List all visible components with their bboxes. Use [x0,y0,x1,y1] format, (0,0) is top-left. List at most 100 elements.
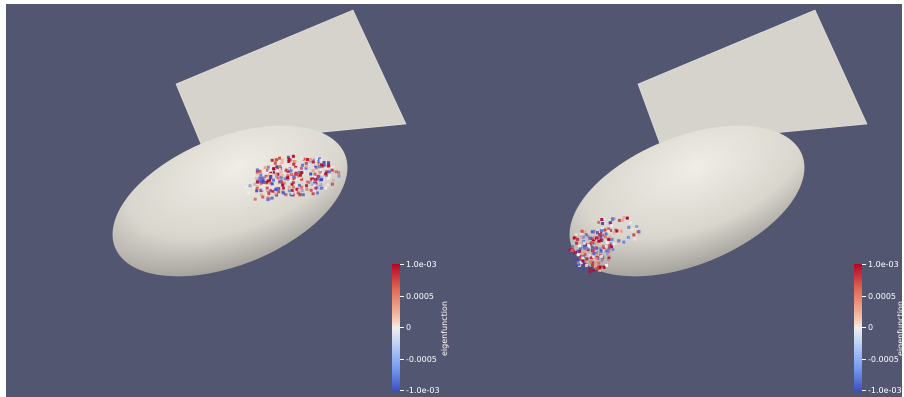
speckle [280,162,284,165]
speckle [588,270,592,274]
speckle [575,241,579,245]
speckle [306,180,310,184]
speckle [334,170,338,174]
speckle [291,154,295,158]
speckle [261,179,265,183]
speckle [617,239,621,243]
speckle [259,193,263,197]
speckle [247,191,251,195]
speckle [272,178,275,182]
speckle [253,182,257,186]
speckle [248,184,252,188]
speckle [582,254,586,258]
speckle [609,221,613,225]
speckle [596,231,599,234]
speckle [332,170,336,174]
speckle [282,166,285,170]
speckle [595,236,599,240]
speckle [331,178,335,182]
speckle [595,266,598,270]
speckle [327,170,331,174]
speckle [312,175,316,179]
speckle [298,183,301,187]
speckle [261,195,265,199]
speckle [280,158,284,162]
speckle [286,178,290,182]
speckle [314,159,318,163]
speckle [311,192,315,196]
speckle [604,232,608,236]
speckle [313,183,317,187]
speckle [584,233,588,237]
speckle [602,258,606,262]
speckle [580,229,584,233]
speckle [607,257,611,261]
speckle [608,236,612,239]
speckle [576,261,580,265]
speckle [289,158,293,162]
speckle [607,227,611,231]
speckle [330,182,334,186]
speckle [576,237,579,241]
speckle [587,245,591,249]
render-view-right[interactable]: 1.0e-03 0.0005 0 -0.0005 -1.0e-03 eigenf… [455,4,902,397]
speckle [583,262,587,266]
speckle [267,192,271,196]
speckle [269,174,273,178]
speckle [287,155,290,159]
speckle [280,163,284,167]
speckle [266,179,270,183]
eigenfunction-speckle-left [244,154,341,202]
speckle [309,181,313,185]
tick-zero: 0 [400,324,411,332]
speckle [635,225,639,228]
eigenfunction-speckle-right [568,216,641,274]
speckle [337,174,341,178]
speckle [263,166,267,170]
speckle [585,257,589,261]
speckle [304,165,308,169]
speckle [278,180,282,184]
speckle [302,171,306,175]
speckle [290,193,294,197]
speckle [637,230,641,234]
speckle [602,217,606,221]
speckle [604,235,608,239]
speckle [595,252,599,256]
speckle [262,176,266,180]
speckle [287,160,291,163]
speckle [296,191,300,195]
colorbar-left [392,264,400,392]
speckle [579,261,583,264]
speckle [262,180,266,184]
speckle [294,183,298,187]
speckle [282,181,286,185]
speckle [290,191,294,195]
speckle [266,198,270,202]
speckle [578,244,581,248]
speckle [276,172,280,176]
speckle [590,241,594,245]
speckle [311,169,315,173]
speckle [275,165,279,169]
speckle [299,166,303,170]
speckle [615,229,619,233]
speckle [285,164,289,168]
speckle [576,253,580,257]
speckle [607,246,611,250]
speckle [602,266,606,269]
speckle [268,176,272,180]
render-view-left[interactable]: 1.0e-03 0.0005 0 -0.0005 -1.0e-03 eigenf… [6,4,455,397]
speckle [327,174,331,178]
speckle [325,170,329,174]
speckle [325,166,328,170]
speckle [588,267,592,271]
speckle [607,253,611,257]
speckle [578,256,582,260]
speckle [599,229,603,233]
speckle [325,174,329,177]
speckle [281,186,285,190]
speckle [318,170,321,174]
speckle [284,193,288,197]
speckle [573,258,577,262]
